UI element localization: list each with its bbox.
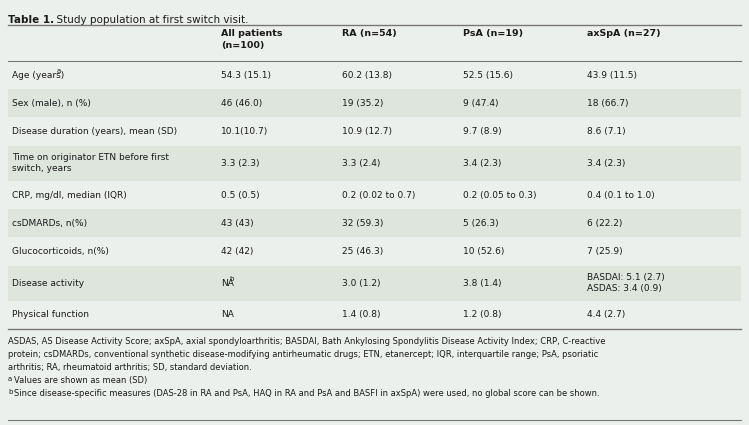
Text: 8.6 (7.1): 8.6 (7.1) bbox=[587, 127, 626, 136]
Text: RA (n=54): RA (n=54) bbox=[342, 29, 397, 38]
Text: 0.4 (0.1 to 1.0): 0.4 (0.1 to 1.0) bbox=[587, 190, 655, 199]
Text: PsA (n=19): PsA (n=19) bbox=[463, 29, 523, 38]
Text: 10.1(10.7): 10.1(10.7) bbox=[221, 127, 268, 136]
Text: 0.5 (0.5): 0.5 (0.5) bbox=[221, 190, 260, 199]
Text: 3.3 (2.3): 3.3 (2.3) bbox=[221, 159, 259, 168]
Text: arthritis; RA, rheumatoid arthritis; SD, standard deviation.: arthritis; RA, rheumatoid arthritis; SD,… bbox=[8, 363, 252, 372]
Text: 4.4 (2.7): 4.4 (2.7) bbox=[587, 310, 625, 320]
Text: Values are shown as mean (SD): Values are shown as mean (SD) bbox=[14, 376, 148, 385]
Bar bbox=[8, 209, 741, 237]
Text: 1.2 (0.8): 1.2 (0.8) bbox=[463, 310, 501, 320]
Text: NA: NA bbox=[221, 279, 234, 288]
Text: 43.9 (11.5): 43.9 (11.5) bbox=[587, 71, 637, 79]
Bar bbox=[8, 266, 741, 301]
Text: axSpA (n=27): axSpA (n=27) bbox=[587, 29, 661, 38]
Text: 60.2 (13.8): 60.2 (13.8) bbox=[342, 71, 392, 79]
Text: Table 1.: Table 1. bbox=[8, 15, 54, 25]
Text: Physical function: Physical function bbox=[12, 310, 89, 320]
Text: 7 (25.9): 7 (25.9) bbox=[587, 247, 623, 256]
Text: Glucocorticoids, n(%): Glucocorticoids, n(%) bbox=[12, 247, 109, 256]
Text: 3.3 (2.4): 3.3 (2.4) bbox=[342, 159, 380, 168]
Text: 10 (52.6): 10 (52.6) bbox=[463, 247, 504, 256]
Text: Disease activity: Disease activity bbox=[12, 279, 84, 288]
Text: 3.8 (1.4): 3.8 (1.4) bbox=[463, 279, 501, 288]
Text: 1.4 (0.8): 1.4 (0.8) bbox=[342, 310, 380, 320]
Text: 42 (42): 42 (42) bbox=[221, 247, 253, 256]
Text: Sex (male), n (%): Sex (male), n (%) bbox=[12, 99, 91, 108]
Text: 3.4 (2.3): 3.4 (2.3) bbox=[587, 159, 625, 168]
Text: b: b bbox=[8, 389, 13, 395]
Text: 9 (47.4): 9 (47.4) bbox=[463, 99, 498, 108]
Text: BASDAI: 5.1 (2.7)
ASDAS: 3.4 (0.9): BASDAI: 5.1 (2.7) ASDAS: 3.4 (0.9) bbox=[587, 273, 665, 293]
Bar bbox=[8, 25, 741, 61]
Text: 0.2 (0.05 to 0.3): 0.2 (0.05 to 0.3) bbox=[463, 190, 536, 199]
Text: Age (years): Age (years) bbox=[12, 71, 64, 79]
Text: a: a bbox=[8, 376, 12, 382]
Text: Study population at first switch visit.: Study population at first switch visit. bbox=[50, 15, 249, 25]
Text: 0.2 (0.02 to 0.7): 0.2 (0.02 to 0.7) bbox=[342, 190, 415, 199]
Text: ASDAS, AS Disease Activity Score; axSpA, axial spondyloarthritis; BASDAI, Bath A: ASDAS, AS Disease Activity Score; axSpA,… bbox=[8, 337, 605, 346]
Text: 32 (59.3): 32 (59.3) bbox=[342, 219, 383, 228]
Text: 9.7 (8.9): 9.7 (8.9) bbox=[463, 127, 501, 136]
Bar bbox=[8, 146, 741, 181]
Text: CRP, mg/dl, median (IQR): CRP, mg/dl, median (IQR) bbox=[12, 190, 127, 199]
Text: 18 (66.7): 18 (66.7) bbox=[587, 99, 629, 108]
Text: 19 (35.2): 19 (35.2) bbox=[342, 99, 383, 108]
Text: 3.4 (2.3): 3.4 (2.3) bbox=[463, 159, 501, 168]
Text: NA: NA bbox=[221, 310, 234, 320]
Text: Disease duration (years), mean (SD): Disease duration (years), mean (SD) bbox=[12, 127, 177, 136]
Text: 5 (26.3): 5 (26.3) bbox=[463, 219, 498, 228]
Text: 10.9 (12.7): 10.9 (12.7) bbox=[342, 127, 392, 136]
Text: Time on originator ETN before first
switch, years: Time on originator ETN before first swit… bbox=[12, 153, 169, 173]
Text: 25 (46.3): 25 (46.3) bbox=[342, 247, 383, 256]
Text: csDMARDs, n(%): csDMARDs, n(%) bbox=[12, 219, 87, 228]
Text: 43 (43): 43 (43) bbox=[221, 219, 253, 228]
Text: protein; csDMARDs, conventional synthetic disease-modifying antirheumatic drugs;: protein; csDMARDs, conventional syntheti… bbox=[8, 350, 598, 359]
Text: 52.5 (15.6): 52.5 (15.6) bbox=[463, 71, 513, 79]
Text: b: b bbox=[229, 276, 234, 282]
Text: 6 (22.2): 6 (22.2) bbox=[587, 219, 622, 228]
Text: 54.3 (15.1): 54.3 (15.1) bbox=[221, 71, 271, 79]
Text: a: a bbox=[57, 68, 61, 74]
Text: All patients
(n=100): All patients (n=100) bbox=[221, 29, 282, 50]
Text: 46 (46.0): 46 (46.0) bbox=[221, 99, 262, 108]
Text: 3.0 (1.2): 3.0 (1.2) bbox=[342, 279, 380, 288]
Bar bbox=[8, 25, 741, 329]
Text: Since disease-specific measures (DAS-28 in RA and PsA, HAQ in RA and PsA and BAS: Since disease-specific measures (DAS-28 … bbox=[14, 389, 600, 398]
Bar bbox=[8, 89, 741, 117]
